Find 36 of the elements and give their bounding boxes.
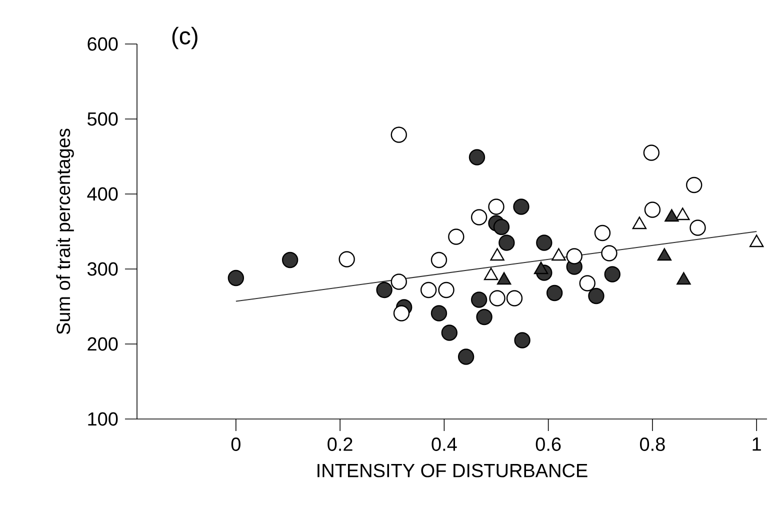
point	[430, 305, 448, 322]
point	[376, 282, 392, 298]
y-tick-label: 500	[88, 112, 118, 126]
x-tick-label: 0.8	[640, 438, 665, 451]
point	[493, 218, 510, 236]
point	[441, 324, 458, 341]
point	[458, 348, 474, 365]
point	[536, 234, 552, 251]
x-tick-label: 0	[231, 438, 240, 451]
x-axis-title: INTENSITY OF DISTURBANCE	[318, 464, 588, 478]
x-tick-label: 0.4	[432, 438, 457, 451]
point	[513, 198, 530, 215]
point	[604, 266, 620, 282]
point	[601, 245, 618, 262]
point	[393, 305, 410, 322]
x-tick-label: 0.6	[536, 438, 561, 451]
point	[228, 270, 244, 286]
y-tick-label: 100	[88, 412, 118, 426]
point	[470, 292, 488, 308]
x-tick-label: 0.2	[328, 438, 352, 451]
point	[546, 284, 563, 302]
y-tick-label: 300	[87, 262, 118, 276]
x-tick-label: 1	[752, 438, 761, 451]
point	[390, 274, 407, 290]
y-tick-label: 400	[87, 187, 118, 201]
point	[566, 248, 582, 264]
point	[468, 149, 486, 166]
point	[282, 252, 298, 268]
point	[476, 308, 492, 326]
point	[514, 332, 530, 348]
y-tick-label: 200	[88, 337, 118, 351]
point	[498, 234, 515, 251]
point	[588, 288, 604, 304]
chart-title: (c)	[172, 26, 198, 50]
y-axis-title: Sum of trait percentages	[56, 128, 74, 334]
y-tick-label: 600	[88, 37, 118, 51]
